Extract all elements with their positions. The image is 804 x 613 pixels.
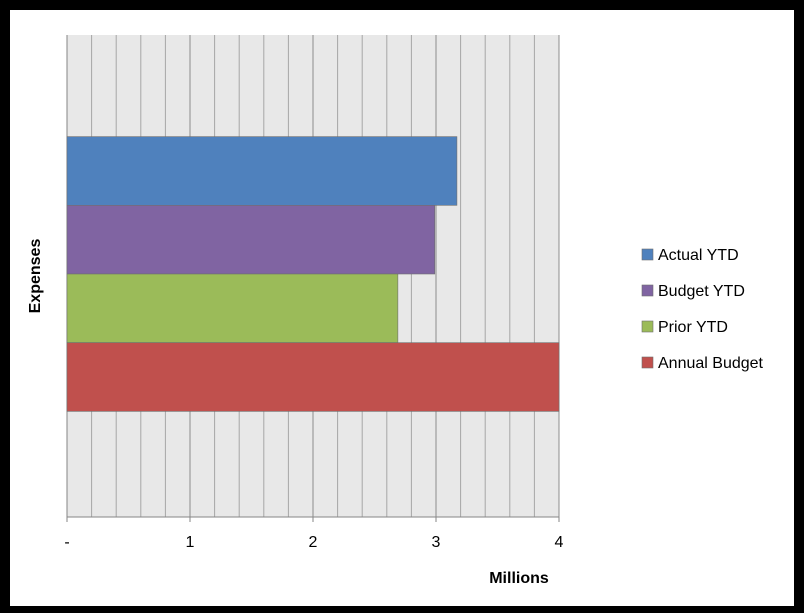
bars [66, 136, 560, 412]
legend-label: Annual Budget [658, 355, 764, 372]
legend-label: Prior YTD [658, 319, 728, 336]
bar-actual-ytd [66, 136, 458, 206]
x-tick-label: 3 [432, 534, 441, 551]
y-axis-title: Expenses [27, 239, 44, 314]
legend-label: Budget YTD [658, 283, 745, 300]
x-tick-label: 2 [309, 534, 318, 551]
x-axis-title: Millions [489, 570, 549, 587]
x-axis-ticks: - 1 2 3 4 [64, 517, 564, 551]
x-tick-label: 4 [555, 534, 564, 551]
legend-swatch [641, 320, 654, 333]
legend-label: Actual YTD [658, 247, 739, 264]
bar-annual-budget [66, 342, 560, 412]
bar-budget-ytd [66, 205, 436, 275]
bar-prior-ytd [66, 273, 399, 343]
legend-swatch [641, 284, 654, 297]
x-tick-label: 1 [186, 534, 195, 551]
x-tick-label: - [64, 534, 69, 551]
legend-swatch [641, 356, 654, 369]
legend-swatch [641, 248, 654, 261]
legend: Actual YTD Budget YTD Prior YTD Annual Budg… [641, 247, 764, 372]
